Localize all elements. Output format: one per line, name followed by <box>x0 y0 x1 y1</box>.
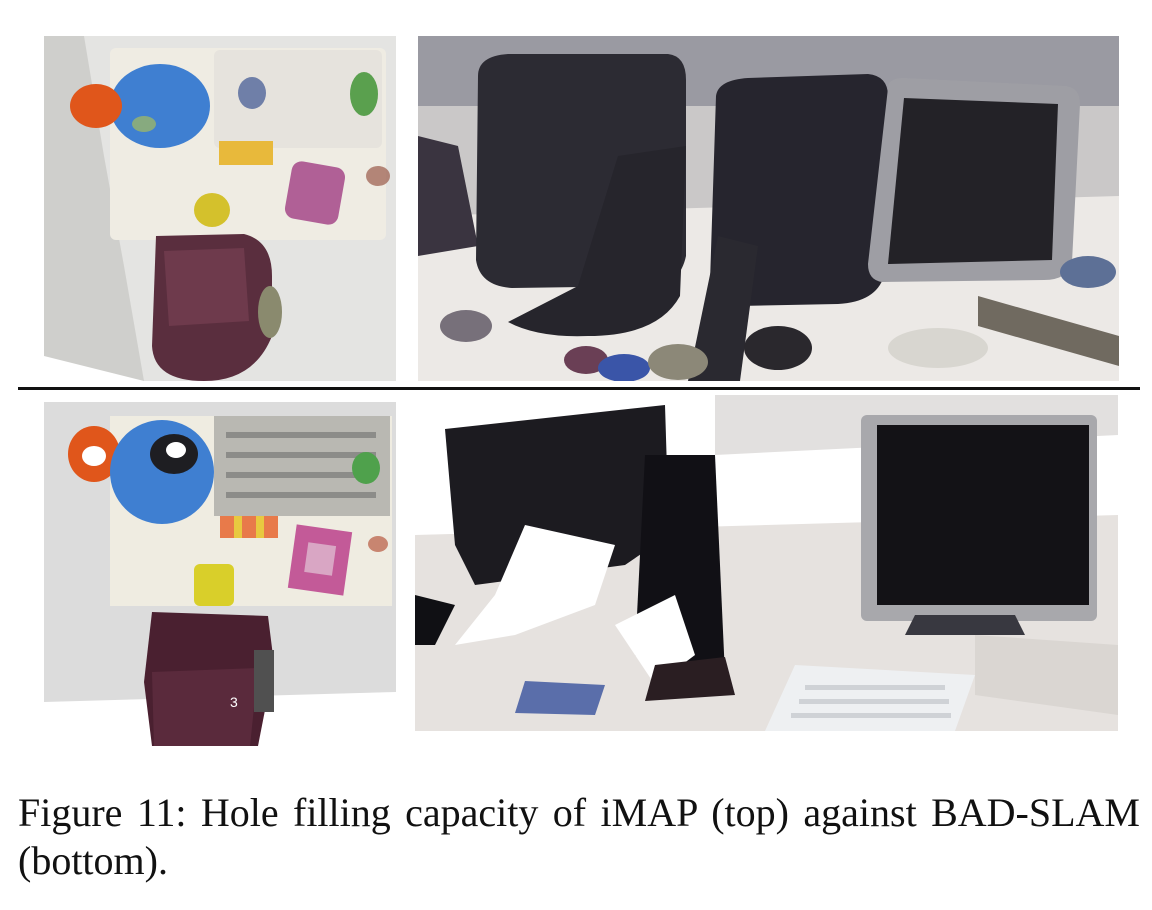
badslam-monitors-render <box>415 395 1118 731</box>
figure-caption: Figure 11: Hole filling capacity of iMAP… <box>18 790 1140 883</box>
blue-ball-sparse <box>110 420 214 524</box>
keyboard-area <box>214 50 382 148</box>
orange-object <box>70 84 122 128</box>
badslam-topdown-render: 3 <box>44 402 396 748</box>
imap-topdown-render <box>44 36 396 381</box>
blue-ball <box>110 64 210 148</box>
monitor-left-sparse <box>445 405 669 585</box>
section-divider <box>18 387 1140 390</box>
marker-number: 3 <box>230 694 238 710</box>
imap-monitors-render <box>418 36 1119 381</box>
